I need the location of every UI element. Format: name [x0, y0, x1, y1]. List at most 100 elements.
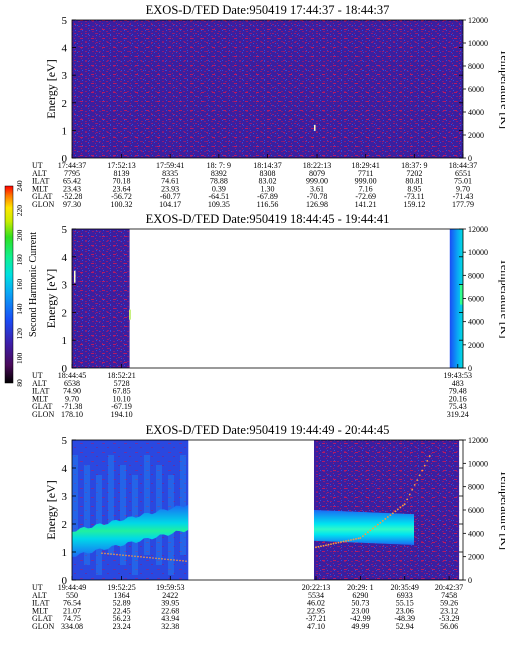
y-tick-label: 5 [62, 435, 68, 447]
temperature-point [357, 537, 360, 540]
temperature-point [399, 506, 402, 509]
spike-mark [314, 124, 316, 131]
colorbar-label: Second Harmonic Current [28, 232, 39, 337]
temperature-point [185, 560, 187, 562]
temperature-point [170, 558, 172, 561]
temperature-point [396, 508, 399, 511]
ephemeris-value: 6290 [352, 591, 368, 600]
temperature-point [164, 558, 166, 560]
vertical-streak [144, 455, 150, 555]
temperature-point [347, 539, 350, 542]
ephemeris-value: 70.18 [113, 177, 131, 186]
ephemeris-value: 47.10 [307, 622, 325, 631]
ephemeris-value: 23.24 [113, 622, 131, 631]
ephemeris-value: 74.90 [63, 387, 81, 396]
temperature-point [152, 557, 154, 559]
colorbar-tick-label: 220 [15, 205, 24, 217]
ephemeris-value: 46.02 [307, 599, 325, 608]
temperature-point [119, 554, 121, 556]
y-tick-label: 1 [62, 125, 68, 137]
temperature-point [386, 516, 389, 518]
y2-tick-label: 6000 [468, 295, 484, 304]
ephemeris-value: 2422 [162, 591, 178, 600]
y2-axis-label: Temperature [K] [498, 470, 505, 550]
temperature-point [335, 542, 337, 545]
y-tick-label: 3 [62, 70, 68, 82]
ephemeris-value: 100.32 [111, 200, 133, 209]
ephemeris-value: 23.43 [63, 184, 81, 193]
ephemeris-value: 52.89 [113, 599, 131, 608]
ephemeris-value: 19:44:49 [58, 583, 86, 592]
ephemeris-value: 3.61 [310, 184, 324, 193]
segment-b-noise-overlay [313, 440, 460, 580]
ephemeris-value: 194.10 [111, 410, 133, 419]
temperature-point [371, 527, 374, 530]
y-tick-label: 2 [62, 307, 68, 319]
ephemeris-value: 109.35 [208, 200, 230, 209]
y2-tick-label: 12000 [468, 16, 488, 25]
ephemeris-value: 9.70 [65, 394, 79, 403]
temperature-point [423, 464, 426, 467]
ephemeris-value: 20:42:37 [435, 583, 463, 592]
y2-tick-label: 12000 [468, 436, 488, 445]
temperature-point [182, 560, 184, 562]
ephemeris-value: 18:37: 9 [401, 161, 427, 170]
temperature-point [158, 557, 160, 560]
temperature-point [128, 554, 130, 557]
ephemeris-value: 6933 [397, 591, 413, 600]
temperature-point [428, 455, 431, 457]
y-tick-label: 3 [62, 280, 68, 292]
ephemeris-value: 74.75 [63, 614, 81, 623]
y-tick-label: 1 [62, 547, 68, 559]
temperature-point [411, 488, 414, 491]
ephemeris-row-label: MLT [32, 394, 48, 403]
temperature-point [149, 556, 151, 559]
ephemeris-value: 104.17 [159, 200, 181, 209]
ephemeris-value: 5534 [308, 591, 324, 600]
temperature-point [176, 559, 178, 562]
temperature-point [161, 558, 163, 560]
ephemeris-value: 159.12 [403, 200, 425, 209]
temperature-point [361, 535, 364, 537]
temperature-point [327, 543, 330, 546]
ephemeris-value: 75.43 [449, 402, 467, 411]
ephemeris-value: -42.99 [350, 614, 371, 623]
ephemeris-value: 1364 [114, 591, 130, 600]
temperature-point [337, 541, 340, 544]
temperature-point [315, 546, 317, 549]
y2-tick-label: 8000 [468, 483, 484, 492]
colorbar-tick-label: 120 [15, 328, 24, 340]
y-tick-label: 0 [62, 153, 68, 165]
segment-a-noise [72, 440, 189, 580]
vertical-streak [120, 465, 126, 565]
ephemeris-value: 56.06 [440, 622, 458, 631]
ephemeris-value: 8308 [260, 169, 276, 178]
ephemeris-value: 22.68 [161, 606, 179, 615]
ephemeris-value: 7.16 [359, 184, 373, 193]
y-tick-label: 3 [62, 491, 68, 503]
ephemeris-row-label: ILAT [32, 599, 49, 608]
ephemeris-row-label: GLON [32, 200, 54, 209]
y2-tick-label: 10000 [468, 39, 488, 48]
y2-tick-label: 0 [468, 154, 472, 163]
temperature-point [376, 523, 379, 526]
y2-tick-label: 6000 [468, 85, 484, 94]
ephemeris-value: 18: 7: 9 [207, 161, 231, 170]
y2-tick-label: 12000 [468, 225, 488, 234]
ephemeris-value: 18:44:45 [58, 371, 86, 380]
ephemeris-row-label: ALT [32, 169, 47, 178]
ephemeris-value: 550 [66, 591, 78, 600]
vertical-streak [72, 455, 78, 555]
plot-frame [71, 228, 464, 369]
temperature-point [379, 521, 382, 524]
temperature-point [167, 558, 169, 561]
spike-mark [74, 270, 76, 283]
ephemeris-value: -56.72 [111, 192, 132, 201]
y-tick-label: 0 [62, 575, 68, 587]
temperature-point [369, 529, 372, 532]
temperature-point [359, 537, 362, 539]
temperature-point [381, 519, 384, 522]
ephemeris-value: 7795 [64, 169, 80, 178]
temperature-point [418, 474, 421, 477]
